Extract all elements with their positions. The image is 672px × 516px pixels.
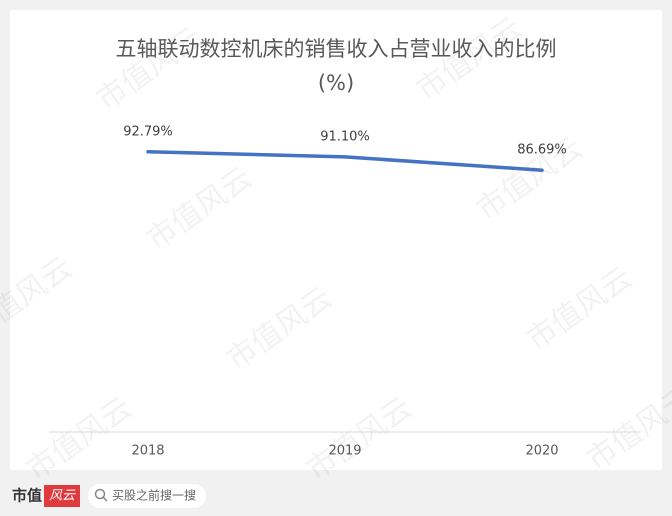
footer-logo-badge: 风云 [49, 489, 76, 504]
x-tick-label: 2019 [328, 444, 361, 459]
footer-logo: 市值 [12, 487, 42, 505]
data-label: 92.79% [123, 124, 173, 139]
plot: 2018 2019 2020 92.79% 91.10% 86.69% [123, 124, 567, 458]
search-box[interactable] [88, 484, 206, 508]
chart-title: 五轴联动数控机床的销售收入占营业收入的比例 [116, 37, 557, 61]
x-tick-label: 2018 [131, 444, 164, 459]
search-placeholder[interactable]: 买股之前搜一搜 [112, 488, 196, 503]
chart-card [10, 10, 662, 470]
logo-badge [44, 485, 80, 507]
data-label: 91.10% [320, 129, 370, 144]
search-icon [94, 488, 106, 500]
series-line [146, 150, 544, 172]
x-tick-label: 2020 [525, 444, 558, 459]
chart-subtitle: (%) [318, 71, 354, 95]
search-icon-handle [102, 496, 108, 502]
data-label: 86.69% [517, 143, 567, 158]
